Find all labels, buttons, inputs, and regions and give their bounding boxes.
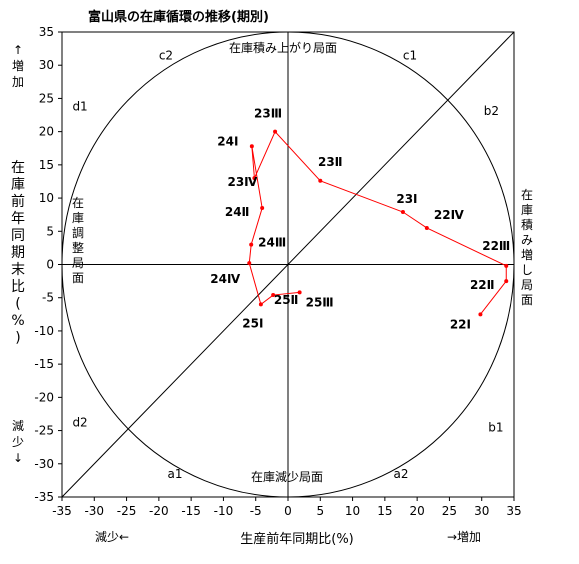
chart-title: 富山県の在庫循環の推移(期別) bbox=[88, 9, 269, 25]
zone-label-d1: d1 bbox=[72, 99, 87, 113]
y-tick-label: -25 bbox=[34, 424, 54, 438]
y-tick-label: 10 bbox=[39, 191, 54, 205]
data-points: 22Ⅰ 22Ⅱ 22Ⅲ 22Ⅳ 23Ⅰ 23Ⅱ 23Ⅲ 23Ⅳ 24Ⅰ 24Ⅱ 24Ⅲ 24Ⅳ 25Ⅰ 2… bbox=[210, 107, 510, 332]
data-point-label: 24Ⅰ bbox=[217, 134, 238, 148]
y-tick-label: 5 bbox=[46, 224, 54, 238]
x-decrease-label: 減少← bbox=[95, 529, 129, 544]
x-tick-label: -5 bbox=[250, 504, 262, 518]
y-tick-label: 20 bbox=[39, 125, 54, 139]
x-axis-label: 生産前年同期比(%) bbox=[240, 531, 354, 547]
x-tick-label: 35 bbox=[506, 504, 521, 518]
zone-label-d2: d2 bbox=[72, 416, 87, 430]
data-point bbox=[247, 261, 252, 266]
data-point bbox=[258, 302, 263, 307]
x-increase-label: →増加 bbox=[447, 530, 481, 544]
data-point bbox=[504, 279, 509, 284]
y-axis-label: 在 庫 前 年 同 期 末 比 ( % ) bbox=[11, 160, 25, 346]
y-tick-label: 30 bbox=[39, 58, 54, 72]
phase-label-left: 在 庫 調 整 局 面 bbox=[71, 196, 84, 285]
x-tick-label: -30 bbox=[84, 504, 104, 518]
zone-labels: a1 a2 b1 b2 c1 c2 d1 d2 bbox=[72, 48, 503, 481]
y-decrease-label: 減 少 ↓ bbox=[11, 419, 24, 465]
phase-label-bottom: 在庫減少局面 bbox=[251, 469, 323, 484]
x-tick-label: 25 bbox=[442, 504, 457, 518]
y-tick-label: -5 bbox=[42, 291, 54, 305]
data-point bbox=[271, 293, 276, 298]
y-increase-label: ↑ 増 加 bbox=[11, 43, 24, 89]
data-point-label: 22Ⅰ bbox=[450, 317, 471, 331]
y-tick-label: -15 bbox=[34, 357, 54, 371]
y-tick-label: 0 bbox=[46, 258, 54, 272]
x-tick-label: -15 bbox=[181, 504, 201, 518]
data-point-label: 23Ⅳ bbox=[227, 175, 258, 189]
data-point-label: 22Ⅲ bbox=[482, 239, 510, 253]
zone-label-c2: c2 bbox=[159, 48, 173, 62]
data-point-label: 24Ⅱ bbox=[225, 205, 250, 219]
zone-label-b2: b2 bbox=[484, 104, 499, 118]
y-tick-label: 35 bbox=[39, 25, 54, 39]
data-point bbox=[249, 144, 254, 149]
x-tick-label: 15 bbox=[377, 504, 392, 518]
y-tick-label: -10 bbox=[34, 324, 54, 338]
data-point bbox=[318, 178, 323, 183]
data-point bbox=[504, 263, 509, 268]
data-point-label: 23Ⅲ bbox=[254, 107, 282, 121]
data-point-label: 25Ⅲ bbox=[306, 295, 334, 309]
x-tick-label: -35 bbox=[52, 504, 72, 518]
x-tick-label: -20 bbox=[149, 504, 169, 518]
phase-label-right: 在 庫 積 み 増 し 局 面 bbox=[520, 188, 533, 307]
data-point bbox=[478, 312, 483, 317]
data-point-label: 24Ⅲ bbox=[258, 236, 286, 250]
y-tick-label: -30 bbox=[34, 457, 54, 471]
y-tick-label: -35 bbox=[34, 490, 54, 504]
zone-label-c1: c1 bbox=[403, 48, 417, 62]
data-point-label: 23Ⅱ bbox=[318, 155, 343, 169]
data-point bbox=[273, 129, 278, 134]
data-point bbox=[400, 210, 405, 215]
data-point-label: 23Ⅰ bbox=[396, 192, 417, 206]
data-point-label: 25Ⅰ bbox=[242, 316, 263, 330]
data-point-label: 25Ⅱ bbox=[274, 293, 299, 307]
data-point-label: 24Ⅳ bbox=[210, 272, 241, 286]
x-tick-label: 0 bbox=[284, 504, 292, 518]
data-point bbox=[297, 290, 302, 295]
x-tick-label: -25 bbox=[117, 504, 137, 518]
data-point bbox=[249, 242, 254, 247]
y-tick-label: 25 bbox=[39, 91, 54, 105]
x-tick-label: -10 bbox=[214, 504, 234, 518]
x-tick-label: 20 bbox=[410, 504, 425, 518]
x-tick-label: 30 bbox=[474, 504, 489, 518]
x-tick-label: 10 bbox=[345, 504, 360, 518]
data-point bbox=[260, 206, 265, 211]
y-tick-label: -20 bbox=[34, 390, 54, 404]
zone-label-a1: a1 bbox=[168, 467, 183, 481]
x-tick-label: 5 bbox=[316, 504, 324, 518]
zone-label-a2: a2 bbox=[394, 467, 409, 481]
data-point-label: 22Ⅳ bbox=[434, 208, 465, 222]
tick-labels: -35 -30 -25 -20 -15 -10 -5 0 5 10 15 20 25 30 35 -35 -30… bbox=[34, 25, 521, 518]
phase-label-top: 在庫積み上がり局面 bbox=[229, 40, 337, 55]
y-tick-label: 15 bbox=[39, 158, 54, 172]
zone-label-b1: b1 bbox=[488, 420, 503, 434]
data-point bbox=[252, 176, 257, 181]
data-point-label: 22Ⅱ bbox=[470, 278, 495, 292]
axes bbox=[62, 32, 514, 497]
data-point bbox=[424, 225, 429, 230]
